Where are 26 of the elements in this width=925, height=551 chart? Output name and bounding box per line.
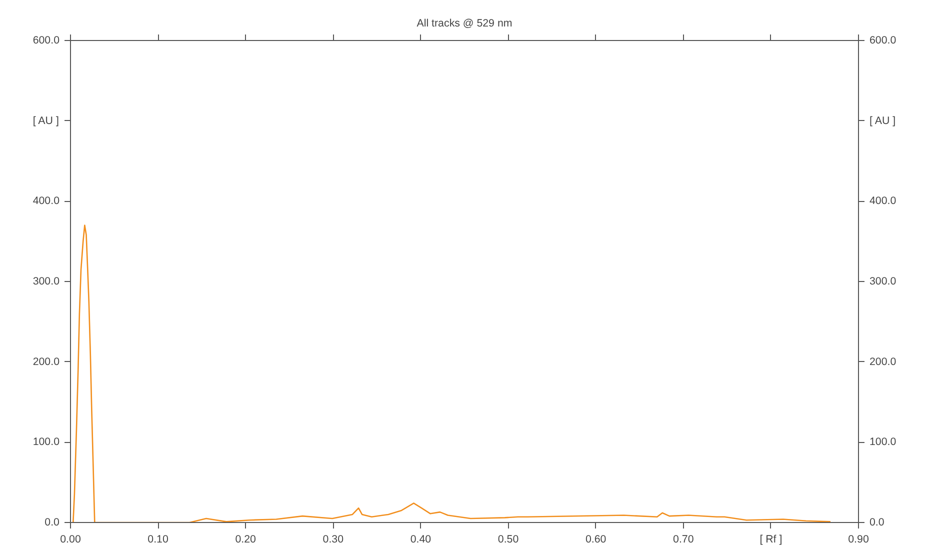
x-tick-label: 0.20 xyxy=(235,534,256,546)
x-tick-label: 0.00 xyxy=(60,534,81,546)
x-tick-label: 0.70 xyxy=(673,534,694,546)
y2-tick-label: 100.0 xyxy=(870,436,896,448)
y2-tick-label: [ AU ] xyxy=(870,114,896,127)
y2-tick-label: 300.0 xyxy=(870,276,896,288)
x-tick-label: 0.30 xyxy=(322,534,344,546)
y-tick-label: 400.0 xyxy=(32,195,60,208)
x-tick-label: 0.40 xyxy=(410,534,432,546)
y-tick-label: 600.0 xyxy=(32,34,60,46)
x-tick-label: 0.60 xyxy=(585,534,606,546)
y2-tick-label: 0.0 xyxy=(870,516,884,528)
x-tick-label: [ Rf ] xyxy=(760,534,782,546)
y-tick-label: 200.0 xyxy=(32,356,60,368)
y2-tick-label: 400.0 xyxy=(870,195,896,208)
y-tick-label: 0.0 xyxy=(44,516,60,528)
y-tick-label: 300.0 xyxy=(32,276,60,288)
x-tick-label: 0.10 xyxy=(148,534,168,546)
chart-title: All tracks @ 529 nm xyxy=(416,18,512,30)
y2-tick-label: 200.0 xyxy=(870,356,896,368)
y-tick-label: 100.0 xyxy=(32,436,60,448)
line-series xyxy=(72,224,832,522)
x-tick-label: 0.90 xyxy=(848,534,869,546)
y2-tick-label: 600.0 xyxy=(870,34,896,46)
x-tick-label: 0.50 xyxy=(498,534,519,546)
y-tick-label: [ AU ] xyxy=(32,114,59,127)
